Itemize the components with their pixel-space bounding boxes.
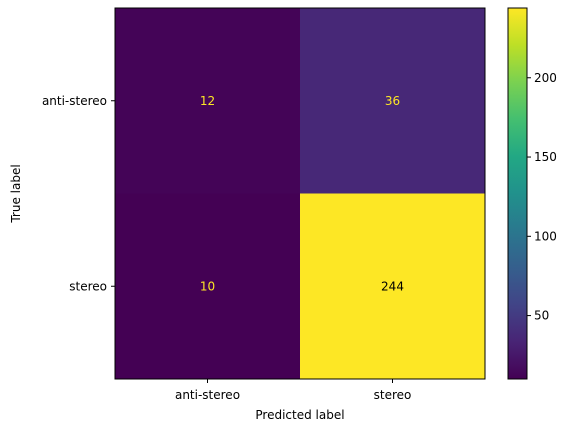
colorbar-tick-label: 100 [534, 229, 557, 243]
cell-value-r0-c1: 36 [385, 94, 400, 108]
y-tick-label: anti-stereo [42, 94, 107, 108]
y-axis: anti-stereo stereo [42, 94, 115, 293]
colorbar-tick-label: 200 [534, 71, 557, 85]
cell-value-r0-c0: 12 [200, 94, 215, 108]
x-axis: anti-stereo stereo [175, 379, 411, 402]
y-axis-label: True label [9, 164, 23, 223]
heatmap-cell-r0-c0 [115, 8, 301, 194]
colorbar-gradient [507, 7, 528, 380]
heatmap-cell-r1-c1 [300, 193, 486, 380]
heatmap-cell-r0-c1 [300, 8, 486, 194]
x-axis-label: Predicted label [255, 408, 344, 422]
y-tick-label: stereo [69, 279, 107, 293]
colorbar-ticks: 50 100 150 200 [527, 71, 557, 323]
colorbar-tick-label: 150 [534, 150, 557, 164]
heatmap-cells [115, 8, 486, 380]
colorbar: 50 100 150 200 [507, 7, 557, 380]
colorbar-tick-label: 50 [534, 309, 549, 323]
cell-value-r1-c1: 244 [381, 279, 404, 293]
heatmap-cell-r1-c0 [115, 193, 301, 380]
x-tick-label: stereo [374, 388, 412, 402]
cell-value-r1-c0: 10 [200, 279, 215, 293]
cell-value-labels: 12 36 10 244 [200, 94, 404, 294]
plot-frame [114, 7, 486, 380]
x-tick-label: anti-stereo [175, 388, 240, 402]
